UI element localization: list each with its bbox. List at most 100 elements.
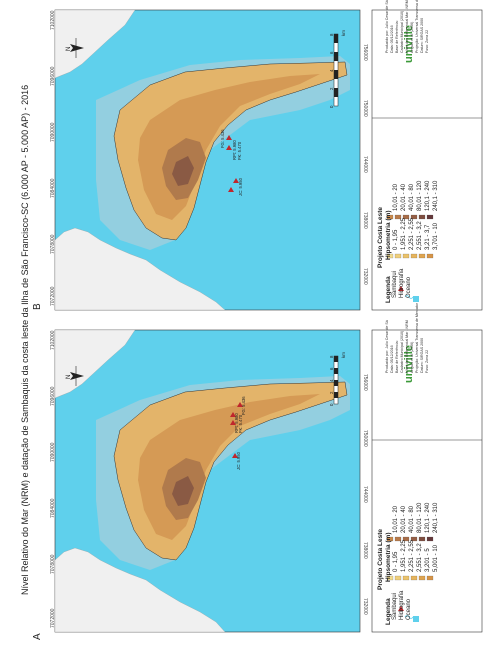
credits-a-0: Produzido por: Julio Cesar de Sá: [385, 320, 389, 373]
site-label-a-3: JC: 5.950: [236, 452, 241, 470]
credits-b-7: Datum: SIRGAS 2000: [420, 17, 424, 53]
credits-a-7: Datum: SIRGAS 2000: [420, 337, 424, 373]
legend-a-value-5: 5,001 - 10: [433, 544, 439, 572]
legend-swatch: [386, 536, 394, 542]
north-label-b: N: [66, 46, 72, 51]
legend-swatch: [386, 575, 394, 581]
scale-b-tick-1: 2: [329, 87, 334, 90]
credits-a-5: Angulo et al. (2006): [410, 341, 414, 373]
legend-b-value-8: 40,01 - 80: [409, 183, 415, 211]
coord-b-top-0: 7102000: [50, 10, 56, 30]
legend-a-value-6: 10,01 - 20: [393, 505, 399, 533]
legend-b-value-11: 240,1 - 310: [433, 180, 439, 211]
credits-a-2: Base de Referência:: [395, 340, 399, 373]
legend-b-value-0: 0 - 1,95: [393, 229, 399, 250]
credits-b-8: Fuso: Zona 22: [425, 29, 429, 53]
legend-a-oceano: Oceano: [406, 598, 412, 620]
legend-b-value-10: 120,1 - 240: [425, 180, 431, 211]
legend-a-value-1: 1,951 - 2,25: [401, 539, 407, 572]
credits-b-3: Cadastro Municipal (2010): [400, 10, 404, 53]
coord-b-top-5: 7072000: [50, 286, 56, 306]
coord-a-top-1: 7096000: [50, 386, 56, 406]
credits-a-1: Data: 05/12/2016: [390, 345, 394, 373]
legend-b-title: Legenda: [385, 276, 392, 303]
scale-b-tick-4: 8: [329, 33, 334, 36]
legend-a-value-11: 240,1 - 310: [433, 502, 439, 533]
coord-a-top-5: 7072000: [50, 608, 56, 628]
legend-swatches-b: [386, 214, 434, 259]
legend-swatches-a: [386, 536, 434, 581]
credits-b-6: Projeção: Universal Transversa de Mercat…: [415, 0, 419, 53]
legend-swatch: [410, 575, 418, 581]
credits-a-4: Nível dos Referencial Mar - NRM: [405, 320, 409, 373]
coord-b-bottom-2: 744000: [362, 156, 368, 173]
legend-b-value-4: 3,21 - 3,7: [425, 224, 431, 250]
legend-swatch: [418, 214, 426, 220]
scale-b-tick-5: km: [341, 30, 346, 36]
scale-b-tick-2: 4: [329, 69, 334, 72]
legend-swatch: [386, 253, 394, 259]
legend-swatch: [386, 214, 394, 220]
legend-b-value-5: 3,701 - 10: [433, 222, 439, 250]
coord-b-bottom-3: 750000: [362, 100, 368, 117]
legend-a-value-3: 2,551 - 3,2: [417, 543, 423, 572]
legend-swatch: [410, 536, 418, 542]
legend-a-value-7: 20,01 - 40: [401, 505, 407, 533]
coord-a-bottom-4: 756000: [362, 374, 368, 391]
legend-swatch: [402, 214, 410, 220]
scale-b-tick-0: 0: [329, 105, 334, 108]
coord-a-top-4: 7078000: [50, 554, 56, 574]
credits-b-5: Angulo et al. (2006): [410, 21, 414, 53]
scale-a-tick-1: 2: [329, 391, 334, 394]
legend-b-value-1: 1,951 - 2,25: [401, 217, 407, 250]
legend-a-value-8: 40,01 - 80: [409, 505, 415, 533]
coord-b-top-4: 7078000: [50, 234, 56, 254]
legend-swatch: [402, 536, 410, 542]
legend-swatch: [418, 536, 426, 542]
coord-b-bottom-1: 738000: [362, 212, 368, 229]
legend-b-value-3: 2,551 - 3,2: [417, 221, 423, 250]
coord-b-bottom-4: 756000: [362, 44, 368, 61]
site-label-a-2: FK: 5.470: [238, 414, 243, 433]
credits-a-8: Fuso: Zona 22: [425, 349, 429, 373]
legend-a-value-0: 0 - 1,95: [393, 551, 399, 572]
coord-b-top-1: 7096000: [50, 66, 56, 86]
legend-b-sambaqui: Sambaqui: [392, 270, 398, 298]
credits-a-6: Projeção: Universal Transversa de Mercat…: [415, 302, 419, 373]
legend-b-value-6: 10,01 - 20: [393, 183, 399, 211]
legend-swatch: [394, 253, 402, 259]
legend-swatch: [426, 536, 434, 542]
coord-a-bottom-0: 732000: [362, 598, 368, 615]
site-label-b-3: JC: 5.950: [238, 178, 243, 196]
coord-b-bottom-0: 732000: [362, 268, 368, 285]
legend-a-value-10: 120,1 - 240: [425, 502, 431, 533]
site-label-b-2: FK: 5.470: [237, 141, 242, 160]
legend-swatch: [394, 536, 402, 542]
coord-a-bottom-1: 738000: [362, 542, 368, 559]
credits-b-1: Data: 05/12/2016: [390, 25, 394, 53]
scale-a-tick-0: 0: [329, 403, 334, 406]
legend-b-value-9: 80,01 - 120: [417, 180, 423, 211]
legend-b-project: Projeto Costa Leste: [377, 206, 384, 268]
north-label-a: N: [66, 374, 72, 379]
legend-swatch: [410, 253, 418, 259]
legend-a-project: Projeto Costa Leste: [377, 528, 384, 590]
legend-b-hipsometria: Hipsometria (m): [385, 210, 392, 260]
legend-swatch: [394, 575, 402, 581]
legend-swatch: [418, 575, 426, 581]
legend-a-value-4: 3,201 - 5: [425, 548, 431, 572]
coord-b-top-2: 7090000: [50, 122, 56, 142]
legend-swatch: [426, 214, 434, 220]
legend-b-value-7: 20,01 - 40: [401, 183, 407, 211]
coord-a-top-0: 7102000: [50, 330, 56, 350]
credits-b-0: Produzido por: Julio Cesar de Sá: [385, 0, 389, 53]
site-label-a-0: FG: 5.436: [241, 396, 246, 415]
legend-swatch: [426, 575, 434, 581]
coord-a-bottom-2: 744000: [362, 486, 368, 503]
legend-a-title: Legenda: [385, 598, 392, 625]
legend-a-value-2: 2,251 - 2,55: [409, 539, 415, 572]
scale-a-tick-4: 8: [329, 355, 334, 358]
